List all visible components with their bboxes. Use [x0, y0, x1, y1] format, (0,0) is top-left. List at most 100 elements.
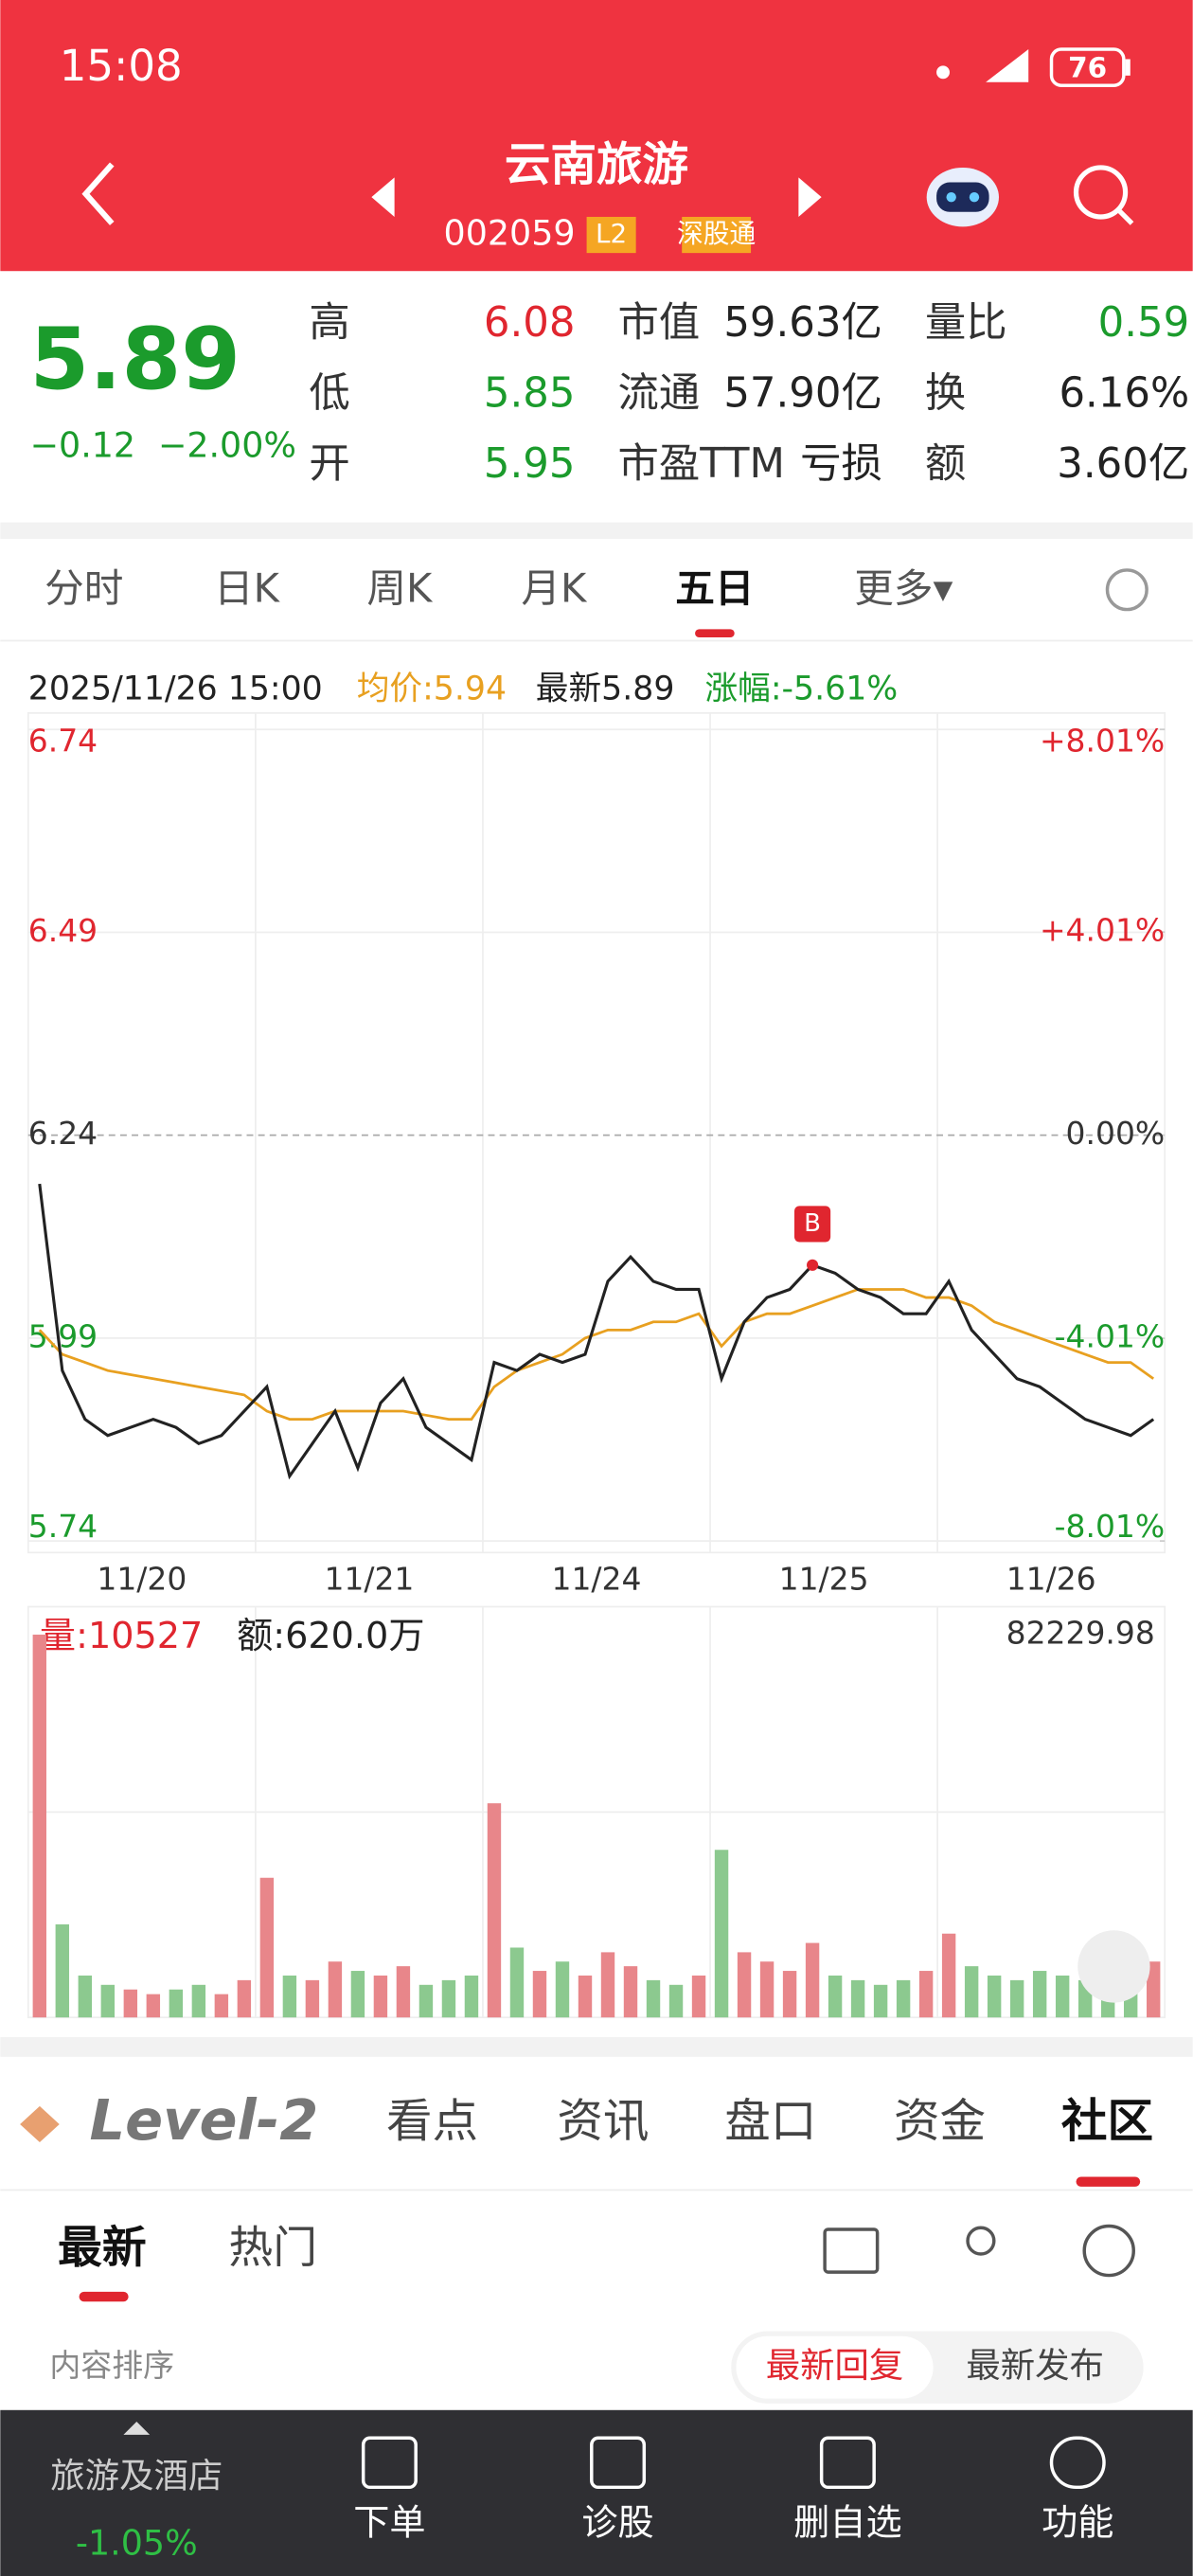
volume-bar — [714, 1850, 729, 2018]
volume-bar — [782, 1971, 797, 2018]
y-tick-label: 6.74 — [28, 723, 98, 760]
profile-icon[interactable] — [966, 2226, 996, 2256]
sub-tab[interactable]: 资讯 — [557, 2095, 649, 2148]
volume-bar — [100, 1984, 116, 2018]
y2-tick-label: -8.01% — [1055, 1508, 1166, 1545]
volume-bar — [282, 1975, 297, 2018]
nav-icon — [1049, 2436, 1106, 2490]
sub-tab[interactable]: 资金 — [894, 2095, 986, 2148]
volume-bar — [691, 1975, 706, 2018]
volume-bar — [509, 1947, 525, 2018]
volume-bar — [828, 1975, 843, 2018]
sub-tab[interactable]: 社区 — [1061, 2095, 1153, 2148]
fullscreen-button[interactable] — [1077, 1930, 1150, 2003]
stat-label: 流通 — [618, 370, 701, 418]
y-tick-label: 5.99 — [28, 1317, 98, 1354]
stat-label: 高 — [309, 299, 349, 347]
prev-stock[interactable] — [371, 177, 395, 217]
volume-bar — [964, 1966, 979, 2018]
battery: 76 — [1068, 51, 1107, 83]
stock-name: 云南旅游 — [505, 138, 688, 191]
chart-tab[interactable]: 月K — [521, 564, 588, 611]
volume-bar — [237, 1979, 252, 2018]
level2-tab[interactable]: Level-2 — [90, 2087, 319, 2153]
sort-option[interactable]: 最新发布 — [966, 2345, 1104, 2386]
badge-bg — [586, 216, 636, 254]
nav-item[interactable]: 功能 — [1042, 2502, 1113, 2544]
x-tick-label: 11/24 — [552, 1560, 642, 1597]
buy-marker-dot — [807, 1259, 819, 1271]
stat-value: 59.63亿 — [723, 299, 882, 347]
next-stock[interactable] — [798, 177, 822, 217]
feed-tab[interactable]: 最新 — [58, 2223, 147, 2274]
sub-tab[interactable]: 盘口 — [724, 2095, 816, 2148]
volume-bar — [805, 1942, 820, 2018]
sort-option[interactable]: 最新回复 — [766, 2345, 904, 2386]
buy-marker: B — [804, 1209, 821, 1238]
stat-value: 5.85 — [484, 370, 576, 418]
sector-name[interactable]: 旅游及酒店 — [50, 2455, 223, 2496]
price: 5.89 — [30, 310, 241, 409]
sub-tab[interactable]: 看点 — [386, 2095, 478, 2148]
message-icon[interactable] — [823, 2227, 880, 2274]
settings-icon[interactable] — [1105, 568, 1148, 612]
x-tick-label: 11/26 — [1006, 1560, 1096, 1597]
stat-label: 额 — [925, 440, 966, 488]
refresh-icon[interactable] — [1082, 2224, 1135, 2278]
search-icon[interactable] — [1073, 165, 1134, 225]
chart-tab[interactable]: 更多▾ — [854, 564, 953, 611]
nav-icon — [361, 2436, 418, 2490]
info-avg: 均价:5.94 — [357, 671, 507, 708]
volume-bar — [918, 1971, 934, 2018]
y-tick-label: 6.24 — [28, 1115, 98, 1152]
volume-bar — [123, 1989, 138, 2018]
feed-tab[interactable]: 热门 — [228, 2223, 317, 2274]
volume-bar — [169, 1989, 184, 2018]
volume-bar — [987, 1975, 1002, 2018]
nav-item[interactable]: 删自选 — [793, 2502, 901, 2544]
nav-item[interactable]: 下单 — [353, 2502, 425, 2544]
volume-bar — [1009, 1979, 1024, 2018]
volume-bar — [623, 1966, 638, 2018]
separator — [0, 522, 1193, 539]
volume-bar — [555, 1961, 570, 2018]
y2-tick-label: +8.01% — [1040, 723, 1165, 760]
chart-tab[interactable]: 五日 — [675, 564, 754, 611]
volume-bar — [600, 1952, 615, 2018]
nav-icon — [819, 2436, 876, 2490]
volume-bar — [850, 1979, 865, 2018]
stat-label: 低 — [309, 370, 349, 418]
info-change: 涨幅:-5.61% — [704, 671, 898, 708]
volume-bar — [668, 1984, 684, 2018]
badge: 深股通 — [677, 218, 756, 249]
assistant-icon[interactable] — [926, 167, 999, 227]
x-tick-label: 11/25 — [779, 1560, 869, 1597]
stock-code: 002059 — [444, 213, 576, 254]
chart-tab[interactable]: 分时 — [45, 564, 123, 611]
stat-value: 5.95 — [484, 440, 576, 488]
sort-active-bg — [736, 2335, 934, 2399]
volume-bar — [1055, 1975, 1070, 2018]
stat-label: 量比 — [925, 299, 1007, 347]
stat-label: 市盈TTM — [618, 440, 785, 488]
volume-bar — [646, 1979, 661, 2018]
nav-item[interactable]: 诊股 — [581, 2502, 653, 2544]
volume-label: 量:10527 — [40, 1615, 203, 1656]
y-tick-label: 5.74 — [28, 1508, 98, 1545]
status-time: 15:08 — [60, 41, 183, 91]
chart-tab[interactable]: 周K — [366, 564, 434, 611]
volume-bar — [759, 1961, 775, 2018]
change-pct: −2.00% — [158, 424, 296, 465]
info-time: 2025/11/26 15:00 — [28, 671, 323, 708]
volume-bar — [328, 1961, 343, 2018]
badge-bg — [682, 216, 752, 254]
chart-tab[interactable]: 日K — [214, 564, 281, 611]
back-button[interactable] — [81, 162, 115, 225]
feed-indicator — [79, 2291, 129, 2302]
volume-bar — [578, 1975, 593, 2018]
volume-bar — [464, 1975, 479, 2018]
stat-value: 0.59 — [1098, 299, 1190, 347]
expand-icon[interactable] — [123, 2421, 151, 2435]
